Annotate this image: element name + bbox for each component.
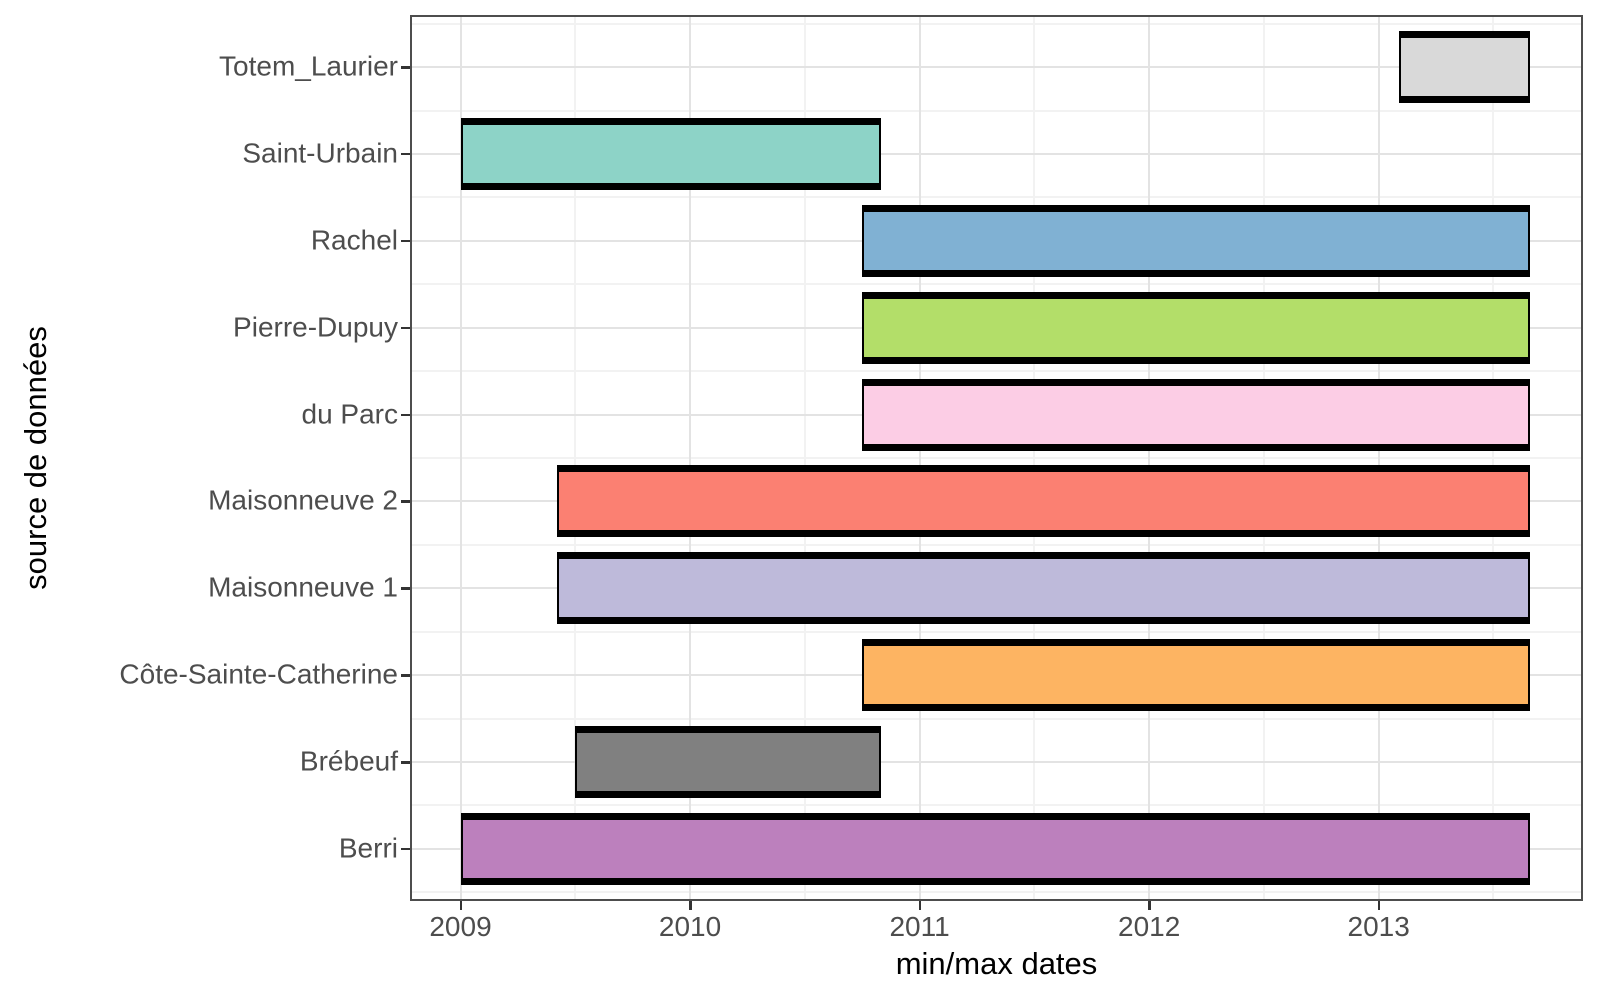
gridline-y-minor	[410, 370, 1583, 373]
bar-br-beuf	[575, 726, 881, 799]
y-tick-label: Côte-Sainte-Catherine	[119, 658, 398, 690]
y-tick-mark	[401, 413, 410, 417]
y-tick-mark	[401, 674, 410, 677]
gridline-y-minor	[410, 109, 1583, 112]
x-tick-label: 2013	[1347, 911, 1410, 942]
gridline-x-major	[1377, 15, 1380, 901]
y-tick-mark	[401, 239, 410, 243]
gridline-y-major	[410, 761, 1583, 764]
gridline-y-minor	[410, 283, 1583, 286]
bar-rachel	[862, 204, 1531, 277]
y-tick-label: Brébeuf	[299, 745, 398, 777]
bar-totem-laurier	[1399, 31, 1531, 104]
bar-du-parc	[862, 378, 1531, 451]
y-tick-mark	[401, 500, 410, 503]
gridline-x-major	[459, 15, 462, 901]
y-tick-label: Berri	[338, 832, 398, 864]
y-tick-mark	[401, 66, 410, 69]
bar-maisonneuve-2	[556, 465, 1531, 538]
y-tick-mark	[401, 761, 410, 764]
gridline-y-minor	[410, 196, 1583, 199]
x-axis-title: min/max dates	[895, 946, 1098, 981]
gridline-y-major	[410, 66, 1583, 69]
gridline-x-major	[689, 15, 692, 901]
gridline-y-minor	[410, 543, 1583, 546]
y-tick-mark	[401, 326, 410, 330]
y-tick-mark	[401, 587, 410, 590]
bar-saint-urbain	[460, 117, 881, 190]
gridline-y-minor	[410, 22, 1583, 25]
x-tick-mark	[1377, 901, 1381, 910]
gridline-x-major	[918, 15, 921, 901]
y-tick-label: Totem_Laurier	[219, 50, 398, 82]
x-tick-mark	[1148, 901, 1151, 910]
y-tick-label: Maisonneuve 1	[208, 571, 398, 603]
gridline-y-minor	[410, 630, 1583, 633]
y-tick-mark	[401, 152, 410, 156]
bar-c-te-sainte-catherine	[862, 639, 1531, 712]
gridline-y-major	[410, 152, 1583, 155]
gridline-y-minor	[410, 891, 1583, 894]
bar-maisonneuve-1	[556, 552, 1531, 625]
bar-pierre-dupuy	[862, 291, 1531, 364]
x-tick-mark	[918, 901, 922, 910]
y-axis-title: source de données	[18, 326, 53, 590]
y-tick-mark	[401, 847, 410, 851]
gridline-y-minor	[410, 804, 1583, 807]
x-tick-mark	[689, 901, 692, 910]
x-tick-label: 2011	[889, 911, 950, 942]
x-tick-label: 2009	[429, 911, 492, 942]
y-tick-label: Maisonneuve 2	[208, 485, 398, 517]
gridline-y-minor	[410, 717, 1583, 720]
x-tick-mark	[459, 901, 462, 910]
gridline-x-major	[1148, 15, 1151, 901]
gridline-y-minor	[410, 457, 1583, 459]
bar-berri	[460, 812, 1531, 885]
y-tick-label: Saint-Urbain	[242, 137, 398, 169]
x-tick-label: 2012	[1117, 911, 1181, 942]
y-tick-label: Pierre-Dupuy	[233, 311, 398, 343]
y-tick-label: du Parc	[301, 398, 399, 430]
x-tick-label: 2010	[658, 911, 722, 942]
y-tick-label: Rachel	[310, 224, 398, 256]
